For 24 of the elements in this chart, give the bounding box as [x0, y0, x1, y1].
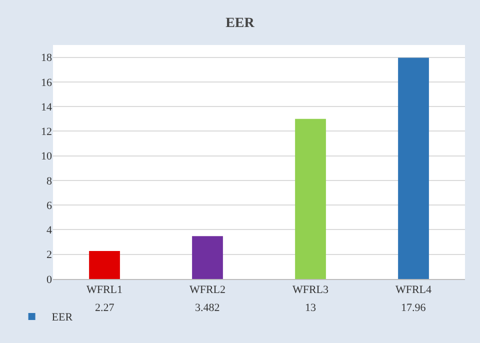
- data-label: 2.27: [95, 302, 115, 314]
- y-tick-label: 14: [41, 101, 52, 114]
- y-tick-label: 16: [41, 76, 52, 89]
- y-tick-label: 10: [41, 150, 52, 163]
- x-tick-label: WFRL4: [395, 284, 432, 296]
- y-tick-label: 2: [46, 249, 52, 262]
- bar: [398, 58, 429, 279]
- y-tick-label: 4: [46, 224, 52, 237]
- legend-label: EER: [52, 312, 74, 324]
- data-label: 13: [305, 302, 316, 314]
- bar: [192, 236, 223, 279]
- bar: [295, 118, 326, 279]
- x-tick-label: WFRL2: [189, 284, 226, 296]
- y-tick-label: 0: [46, 274, 52, 286]
- x-tick-label: WFRL3: [292, 284, 330, 296]
- y-tick-label: 12: [41, 126, 52, 138]
- chart-title: EER: [226, 16, 256, 31]
- y-tick-label: 8: [46, 175, 52, 188]
- y-tick-label: 6: [46, 200, 52, 212]
- bar: [89, 251, 120, 279]
- x-tick-label: WFRL1: [86, 284, 123, 296]
- data-label: 17.96: [401, 302, 426, 314]
- y-tick-label: 18: [41, 52, 52, 64]
- data-label: 3.482: [195, 302, 220, 314]
